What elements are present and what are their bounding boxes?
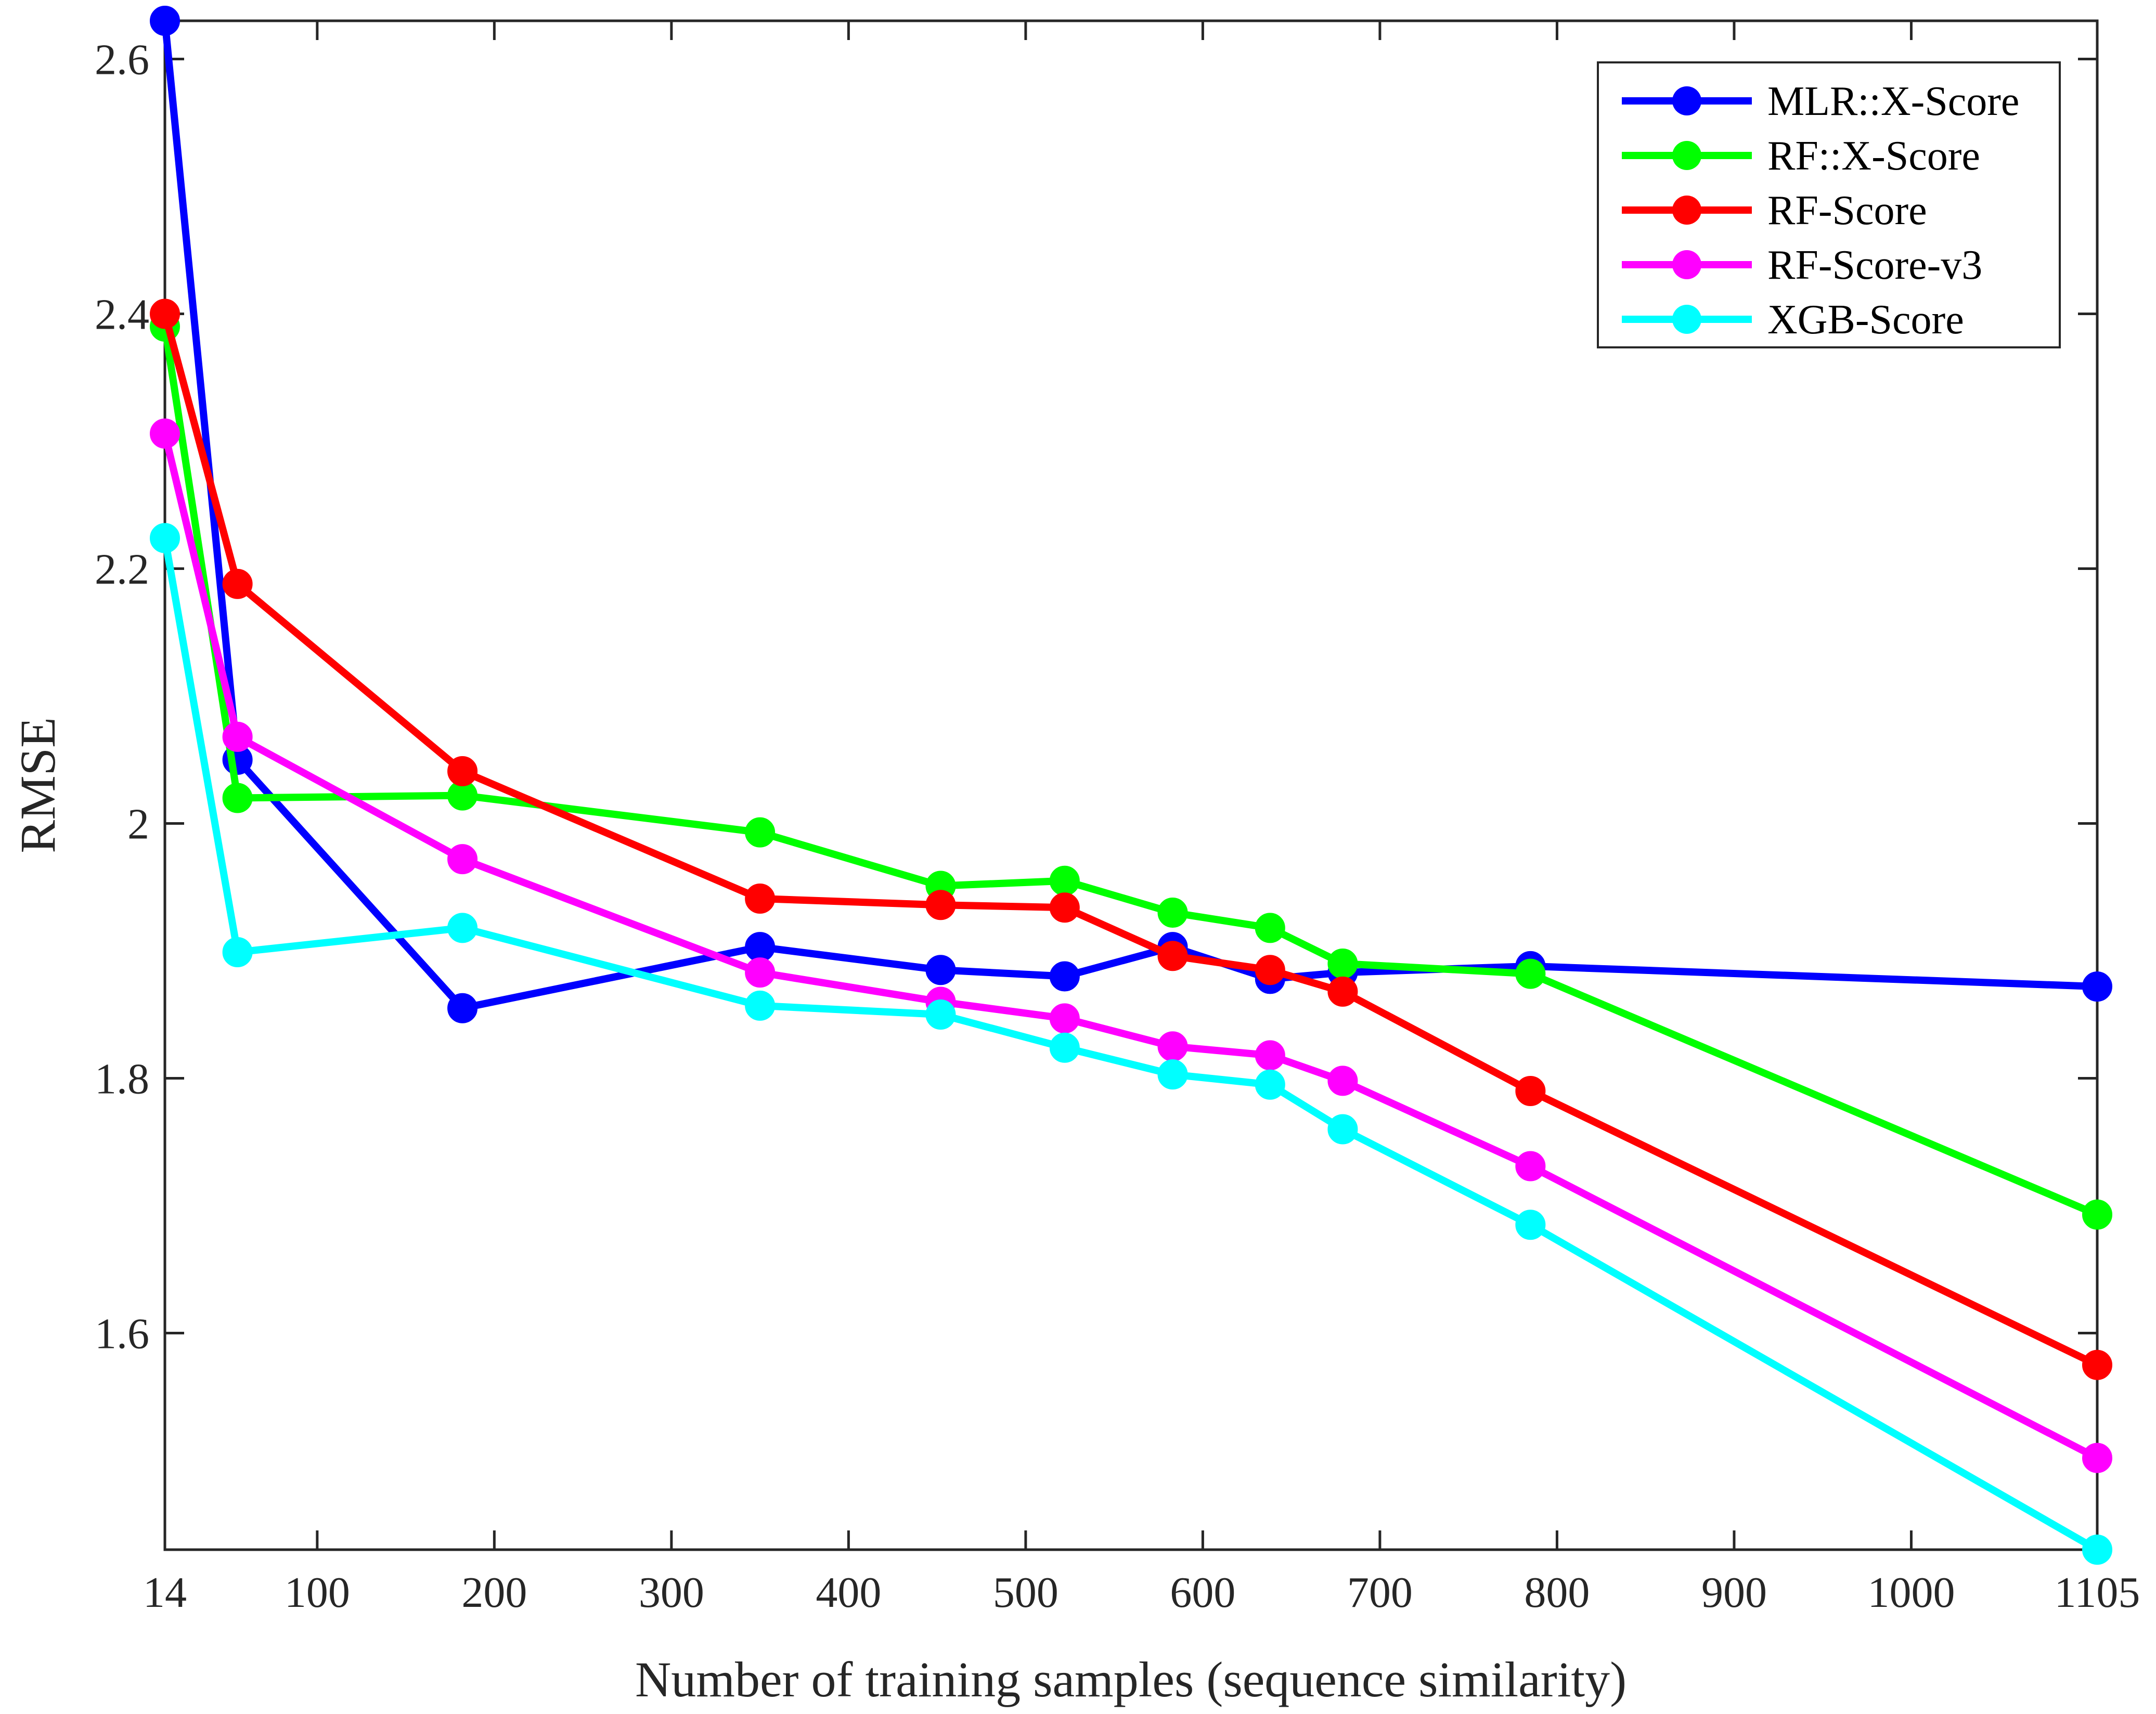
data-point	[150, 418, 180, 449]
series-xgb-score	[150, 523, 2112, 1565]
legend-label: RF-Score-v3	[1767, 242, 1982, 288]
data-point	[745, 817, 776, 848]
data-point	[1327, 1066, 1358, 1096]
x-axis: 14 100 200 300 400 500 600 700 800 900 1000 1105	[143, 21, 2140, 1617]
data-point	[2082, 1443, 2112, 1473]
legend-swatch-marker	[1672, 86, 1701, 115]
data-point	[1255, 1040, 1285, 1071]
legend-label: RF::X-Score	[1767, 133, 1980, 179]
y-axis-title: RMSE	[10, 717, 66, 853]
data-point	[1157, 1031, 1188, 1062]
data-point	[745, 957, 776, 988]
x-tick-label: 900	[1701, 1568, 1767, 1617]
data-point	[1157, 1059, 1188, 1090]
data-point	[1049, 1032, 1080, 1063]
data-point	[2082, 971, 2112, 1002]
y-tick-label: 1.8	[95, 1055, 149, 1103]
x-axis-title: Number of training samples (sequence sim…	[635, 1652, 1626, 1707]
data-point	[1157, 898, 1188, 928]
data-point	[1255, 913, 1285, 943]
data-point	[1049, 892, 1080, 923]
data-point	[1327, 949, 1358, 979]
data-point	[2082, 1535, 2112, 1565]
x-tick-label: 1000	[1867, 1568, 1955, 1617]
data-point	[447, 993, 478, 1023]
data-point	[222, 721, 253, 752]
data-point	[1255, 955, 1285, 985]
data-point	[1327, 976, 1358, 1007]
y-tick-label: 2.6	[95, 36, 149, 84]
data-point	[1327, 1114, 1358, 1145]
data-point	[925, 890, 956, 920]
data-point	[222, 568, 253, 599]
data-point	[2082, 1349, 2112, 1380]
legend-label: XGB-Score	[1767, 297, 1964, 343]
data-point	[1515, 1151, 1546, 1181]
data-point	[1515, 1210, 1546, 1240]
data-point	[222, 783, 253, 813]
data-point	[1049, 961, 1080, 992]
x-tick-label: 200	[461, 1568, 527, 1617]
x-tick-label: 300	[639, 1568, 704, 1617]
legend-swatch-marker	[1672, 196, 1701, 225]
data-point	[925, 955, 956, 985]
data-point	[1049, 865, 1080, 896]
data-point	[745, 932, 776, 963]
legend-label: MLR::X-Score	[1767, 79, 2019, 124]
legend-label: RF-Score	[1767, 188, 1927, 233]
data-point	[150, 523, 180, 553]
data-point	[925, 999, 956, 1030]
legend-swatch-marker	[1672, 250, 1701, 279]
x-tick-label: 100	[285, 1568, 350, 1617]
y-tick-label: 1.6	[95, 1310, 149, 1358]
y-tick-label: 2.2	[95, 546, 149, 594]
data-point	[745, 990, 776, 1021]
x-tick-label: 700	[1347, 1568, 1413, 1617]
x-tick-label: 14	[143, 1568, 187, 1617]
x-tick-label: 400	[816, 1568, 881, 1617]
data-point	[447, 844, 478, 875]
data-point	[1255, 1069, 1285, 1100]
data-point	[1515, 958, 1546, 989]
y-tick-label: 2.4	[95, 291, 149, 339]
data-point	[2082, 1199, 2112, 1230]
legend: MLR::X-ScoreRF::X-ScoreRF-ScoreRF-Score-…	[1597, 61, 2061, 348]
series-rf-score-v3	[150, 418, 2112, 1473]
x-tick-label: 500	[993, 1568, 1058, 1617]
data-point	[1049, 1003, 1080, 1034]
data-point	[222, 937, 253, 967]
x-tick-label: 800	[1524, 1568, 1590, 1617]
series-rf-score	[150, 298, 2112, 1380]
data-point	[150, 298, 180, 329]
y-tick-label: 2	[127, 800, 149, 849]
x-tick-label: 1105	[2055, 1568, 2140, 1617]
x-tick-label: 600	[1170, 1568, 1235, 1617]
legend-swatch-marker	[1672, 141, 1701, 170]
data-point	[745, 884, 776, 914]
data-point	[1515, 1076, 1546, 1106]
data-point	[150, 6, 180, 36]
data-point	[447, 756, 478, 787]
legend-swatch-marker	[1672, 305, 1701, 334]
series-layer	[150, 6, 2112, 1565]
y-axis: 1.6 1.8 2 2.2 2.4 2.6	[95, 36, 2097, 1358]
data-point	[1157, 941, 1188, 971]
data-point	[447, 913, 478, 943]
